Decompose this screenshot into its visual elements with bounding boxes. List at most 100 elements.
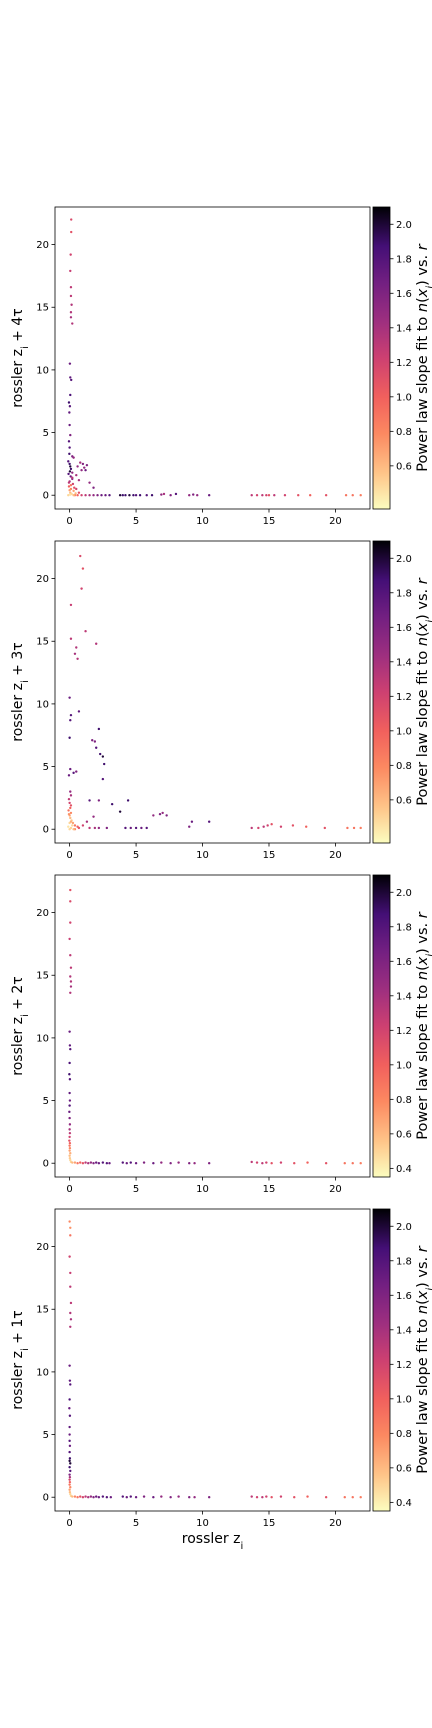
panel-1: 0 5 10 15 20 0 5 10 15 20 rossler zi + 4τ 0.6 0.8 1.0… xyxy=(10,206,432,527)
scatter-point xyxy=(265,1495,268,1498)
scatter-point xyxy=(250,1160,253,1164)
scatter-point xyxy=(84,630,87,633)
scatter-point xyxy=(267,494,271,497)
scatter-point xyxy=(77,491,81,494)
scatter-point xyxy=(207,1496,211,1499)
scatter-point xyxy=(91,739,94,742)
scatter-point xyxy=(279,825,283,828)
colorbar-label: Power law slope fit to n(xi) vs. r xyxy=(415,243,432,472)
colorbar-tick-label: 1.2 xyxy=(396,1026,412,1037)
colorbar-tick-label: 1.2 xyxy=(396,1360,412,1371)
scatter-point xyxy=(73,824,77,827)
scatter-point xyxy=(69,294,73,298)
scatter-point xyxy=(77,478,81,482)
scatter-point xyxy=(190,820,194,823)
scatter-point xyxy=(324,494,328,497)
scatter-point xyxy=(193,1162,196,1165)
scatter-point xyxy=(67,460,70,463)
y-tick-label: 5 xyxy=(43,1430,49,1441)
scatter-point xyxy=(71,476,74,479)
y-tick-label: 20 xyxy=(36,574,49,585)
scatter-point xyxy=(188,1496,191,1499)
x-tick-label: 5 xyxy=(133,1184,139,1195)
y-axis-label: rossler zi + 2τ xyxy=(10,976,31,1075)
y-axis-label: rossler zi + 1τ xyxy=(10,1310,31,1409)
scatter-point xyxy=(68,1480,72,1484)
colorbar-tick-label: 1.0 xyxy=(396,726,412,737)
scatter-point xyxy=(81,462,85,466)
scatter-point xyxy=(69,465,72,468)
y-tick-label: 0 xyxy=(43,1159,49,1170)
colorbar-label: Power law slope fit to n(xi) vs. r xyxy=(415,911,432,1140)
scatter-point xyxy=(125,1496,128,1499)
colorbar-tick-label: 1.8 xyxy=(396,922,412,933)
x-tick-label: 5 xyxy=(133,516,139,527)
scatter-point xyxy=(174,492,178,496)
scatter-point xyxy=(359,494,362,497)
colorbar-tick-label: 1.8 xyxy=(396,588,412,599)
scatter-point xyxy=(68,937,71,941)
scatter-point xyxy=(71,821,75,825)
y-tick-label: 20 xyxy=(36,240,49,251)
scatter-point xyxy=(145,494,148,497)
scatter-point xyxy=(69,816,72,820)
y-tick-label: 10 xyxy=(36,365,49,376)
scatter-point xyxy=(89,1161,93,1164)
colorbar-gradient xyxy=(372,1208,391,1512)
scatter-point xyxy=(69,713,73,717)
scatter-point xyxy=(69,603,73,607)
y-tick-label: 10 xyxy=(36,1033,49,1044)
scatter-point xyxy=(69,1285,72,1288)
scatter-point xyxy=(121,494,124,497)
scatter-point xyxy=(69,1462,72,1465)
scatter-point xyxy=(68,1149,71,1152)
colorbar-tick-label: 1.6 xyxy=(396,289,412,300)
scatter-point xyxy=(344,494,348,497)
y-tick-label: 15 xyxy=(36,971,49,982)
colorbar-tick-label: 1.0 xyxy=(396,1394,412,1405)
scatter-point xyxy=(68,446,71,449)
scatter-point xyxy=(110,802,114,806)
scatter-point xyxy=(152,1162,155,1165)
scatter-point xyxy=(68,1104,71,1107)
scatter-point xyxy=(68,462,71,466)
scatter-point xyxy=(84,1161,87,1164)
colorbar-tick-label: 1.8 xyxy=(396,254,412,265)
scatter-point xyxy=(92,1496,95,1499)
y-tick-label: 15 xyxy=(36,303,49,314)
scatter-point xyxy=(169,1162,172,1165)
scatter-point xyxy=(75,473,78,477)
plot-frame xyxy=(54,1208,371,1512)
scatter-point xyxy=(68,1146,72,1150)
colorbar-tick-label: 0.8 xyxy=(396,1429,412,1440)
scatter-point xyxy=(283,494,287,497)
scatter-point xyxy=(169,494,172,497)
scatter-point xyxy=(72,771,75,775)
scatter-point xyxy=(343,1496,346,1499)
scatter-point xyxy=(85,820,89,823)
scatter-point xyxy=(68,696,71,699)
y-tick-label: 10 xyxy=(36,1367,49,1378)
colorbar-tick-label: 1.8 xyxy=(396,1256,412,1267)
scatter-point xyxy=(69,1226,72,1230)
scatter-point xyxy=(108,494,111,497)
scatter-point xyxy=(207,494,211,497)
scatter-point xyxy=(71,471,74,474)
scatter-point xyxy=(129,826,132,830)
scatter-point xyxy=(69,1492,72,1496)
scatter-point xyxy=(76,657,79,660)
scatter-point xyxy=(87,1162,90,1165)
scatter-point xyxy=(72,828,75,831)
scatter-point xyxy=(68,1135,71,1139)
scatter-point xyxy=(68,1061,71,1065)
colorbar-label: Power law slope fit to n(xi) vs. r xyxy=(415,577,432,806)
scatter-point xyxy=(69,719,72,722)
scatter-point xyxy=(351,494,354,497)
scatter-point xyxy=(359,1496,362,1499)
scatter-point xyxy=(92,486,95,489)
scatter-point xyxy=(69,1485,72,1489)
scatter-point xyxy=(262,825,265,828)
scatter-point xyxy=(68,1473,71,1476)
scatter-point xyxy=(265,1161,268,1164)
scatter-point xyxy=(68,470,72,473)
